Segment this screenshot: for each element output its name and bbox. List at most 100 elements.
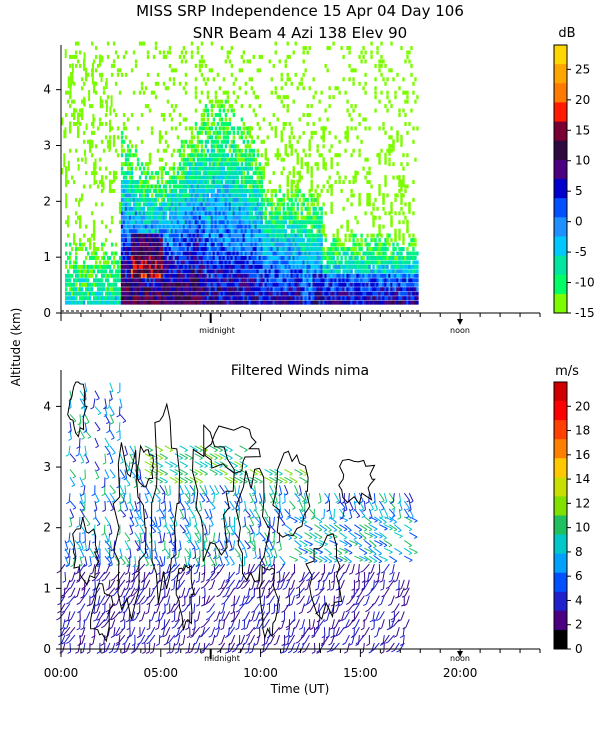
snr-cell [312, 224, 315, 229]
snr-cell [170, 255, 174, 260]
snr-cell [212, 197, 216, 202]
snr-cell [230, 215, 234, 220]
snr-cell [308, 86, 311, 91]
snr-cell [122, 175, 126, 180]
snr-cell [346, 197, 349, 202]
snr-cell [252, 278, 255, 283]
snr-cell [166, 206, 170, 211]
snr-cell [164, 282, 168, 287]
snr-cell [204, 197, 208, 202]
snr-cell [308, 242, 311, 247]
snr-cell [262, 278, 265, 283]
snr-cell [192, 238, 196, 243]
snr-cell [318, 238, 321, 243]
snr-cell [386, 233, 389, 246]
snr-cell [194, 63, 198, 68]
snr-cell [202, 278, 206, 283]
snr-cell [230, 188, 234, 193]
snr-cell [152, 296, 156, 301]
snr-cell [282, 229, 285, 234]
snr-cell [268, 260, 271, 265]
snr-cell [138, 247, 142, 252]
snr-cell [364, 175, 367, 180]
snr-cell [154, 202, 158, 207]
snr-cell [92, 162, 96, 167]
snr-cell [410, 282, 413, 287]
snr-cell [240, 269, 244, 274]
snr-cell [122, 224, 126, 229]
snr-cell [228, 180, 232, 185]
snr-cell [196, 197, 200, 202]
snr-cell [186, 291, 190, 296]
snr-cell [354, 104, 357, 109]
snr-cell [292, 238, 295, 243]
snr-cell [254, 180, 257, 185]
snr-cell [234, 264, 238, 269]
snr-cell [144, 188, 148, 193]
snr-cell [202, 242, 206, 247]
snr-cell [186, 300, 190, 305]
snr-cell [224, 264, 228, 269]
snr-cell [374, 278, 377, 283]
snr-cell [202, 188, 206, 193]
snr-cell [99, 96, 102, 109]
snr-cell [396, 287, 399, 292]
snr-cell [174, 269, 178, 274]
snr-cell [268, 238, 271, 243]
snr-cell [90, 269, 94, 274]
snr-cell [286, 296, 289, 301]
snr-cell [398, 291, 401, 296]
snr-cell [70, 291, 74, 296]
snr-cell [304, 153, 307, 158]
snr-cell [282, 282, 285, 287]
snr-cell [258, 166, 261, 171]
snr-cell [312, 291, 315, 296]
snr-cell [164, 269, 168, 274]
snr-cell [330, 247, 333, 252]
snr-cell [74, 242, 78, 247]
snr-cell [76, 157, 80, 162]
snr-cell [288, 282, 291, 287]
snr-cell [248, 148, 252, 153]
snr-cell [186, 193, 190, 198]
snr-cell [194, 166, 198, 171]
snr-cell [70, 296, 74, 301]
snr-cell [152, 287, 156, 292]
snr-cell [252, 202, 255, 207]
snr-cell [84, 247, 88, 252]
snr-cell [302, 260, 305, 265]
snr-cell [200, 197, 204, 202]
snr-cell [406, 273, 409, 278]
snr-cell [152, 211, 156, 216]
snr-cell [260, 171, 263, 176]
snr-cell [310, 166, 313, 179]
snr-cell [268, 273, 271, 278]
snr-cell [208, 278, 212, 283]
snr-cell [226, 54, 230, 59]
snr-cell [392, 282, 395, 287]
snr-cell [122, 193, 126, 198]
snr-cell [284, 282, 287, 287]
snr-cell [346, 269, 349, 274]
snr-cell [370, 211, 373, 216]
snr-cell [172, 273, 176, 278]
snr-cell [178, 247, 182, 252]
snr-cell [140, 171, 144, 176]
snr-cell [130, 193, 134, 198]
snr-cell [376, 264, 379, 269]
snr-cell [326, 273, 329, 278]
snr-cell [386, 247, 389, 252]
snr-cell [374, 242, 377, 247]
snr-cell [244, 278, 248, 283]
snr-cell [250, 278, 254, 283]
snr-cell [384, 251, 387, 256]
snr-cell [352, 300, 355, 305]
snr-cell [164, 162, 168, 167]
snr-cell [228, 59, 232, 64]
snr-cell [202, 238, 206, 243]
snr-cell [158, 211, 162, 216]
snr-cell [252, 184, 255, 189]
snr-cell [312, 242, 315, 247]
snr-cell [242, 175, 246, 180]
snr-cell [194, 251, 198, 256]
